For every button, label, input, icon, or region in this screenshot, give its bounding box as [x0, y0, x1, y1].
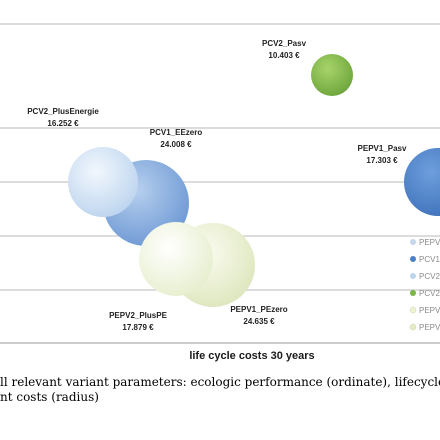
bubble-PEPV2_PlusPE: [139, 222, 213, 296]
bubble-PCV2_Pasv: [311, 54, 353, 96]
legend-label: PCV2: [419, 289, 440, 298]
legend-marker: [410, 273, 416, 279]
bubble-PEPV1_Pasv: [404, 148, 440, 216]
bubble-label-PCV2_Pasv-name: PCV2_Pasv: [262, 39, 307, 48]
bubble-label-PEPV1_PEzero-cost: 24.635 €: [243, 317, 275, 326]
legend-marker: [409, 306, 417, 314]
legend-marker: [410, 256, 416, 262]
legend-marker: [410, 290, 416, 296]
bubble-label-PCV1_EEzero-cost: 24.008 €: [160, 140, 192, 149]
legend-marker: [410, 239, 416, 245]
figure-caption-line-1: ll relevant variant parameters: ecologic…: [0, 375, 440, 389]
bubble-label-PCV2_PlusEnergie-cost: 16.252 €: [47, 119, 79, 128]
figure-caption-line-2: nt costs (radius): [0, 390, 99, 404]
bubble-label-PEPV1_Pasv-cost: 17.303 €: [366, 156, 398, 165]
legend-label: PEPV: [419, 238, 440, 247]
x-axis-title: life cycle costs 30 years: [189, 350, 314, 362]
legend-label: PCV2: [419, 272, 440, 281]
bubble-PCV2_PlusEnergie: [68, 147, 138, 217]
bubble-label-PEPV1_Pasv-name: PEPV1_Pasv: [358, 144, 407, 153]
legend-label: PCV1: [419, 255, 440, 264]
legend-label: PEPV: [419, 306, 440, 315]
bubble-label-PEPV2_PlusPE-cost: 17.879 €: [122, 323, 154, 332]
legend: PEPV PCV1 PCV2 PCV2 PEPV PEPV: [409, 238, 440, 332]
bubble-label-PCV1_EEzero-name: PCV1_EEzero: [150, 128, 203, 137]
legend-label: PEPV: [419, 323, 440, 332]
bubble-label-PCV2_Pasv-cost: 10.403 €: [268, 51, 300, 60]
legend-marker: [409, 323, 417, 331]
bubble-label-PEPV2_PlusPE-name: PEPV2_PlusPE: [109, 311, 167, 320]
bubble-label-PEPV1_PEzero-name: PEPV1_PEzero: [230, 305, 287, 314]
bubble-label-PCV2_PlusEnergie-name: PCV2_PlusEnergie: [27, 107, 99, 116]
